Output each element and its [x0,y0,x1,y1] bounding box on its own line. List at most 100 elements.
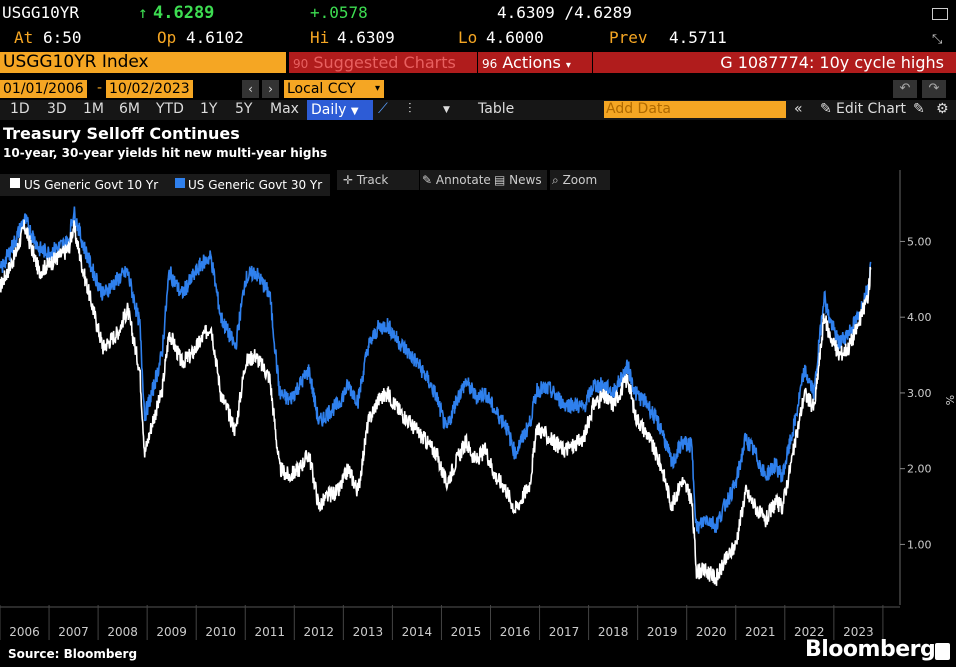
candlestick-icon[interactable]: ⫶ [408,101,412,117]
net-change: +.0578 [310,3,368,22]
period-1d[interactable]: 1D [10,101,30,117]
quote-row-1: USGG10YR ↑ 4.6289 +.0578 4.6309 /4.6289 [0,0,956,26]
date-range-row: 01/01/2006 - 10/02/2023 ‹ › Local CCY ▾ ↶… [0,78,956,100]
frequency-select[interactable]: Daily ▼ [307,100,373,120]
legend-item-10yr[interactable]: US Generic Govt 10 Yr [0,174,172,196]
period-5y[interactable]: 5Y [235,101,253,117]
currency-value: Local CCY [287,81,356,97]
x-tick-label: 2018 [598,625,629,639]
end-date-field[interactable]: 10/02/2023 [106,80,193,98]
x-tick-label: 2011 [254,625,285,639]
open-label: Op [157,28,177,47]
prev-value: 4.5711 [669,28,727,47]
bloomberg-logo: Bloomberg [805,637,936,662]
legend-label-30yr: US Generic Govt 30 Yr [188,178,323,192]
high-label: Hi [310,28,330,47]
chart-type-caret-icon[interactable]: ▼ [443,105,450,115]
pencil-icon: ✎ [820,101,832,117]
suggested-charts-button[interactable]: 90 Suggested Charts [289,52,477,73]
undo-icon[interactable]: ↶ [893,80,917,98]
gear-icon[interactable]: ⚙ [936,101,949,117]
suggested-charts-label: Suggested Charts [313,53,456,72]
annotate-label: Annotate [435,173,491,187]
period-1y[interactable]: 1Y [200,101,218,117]
period-max[interactable]: Max [270,101,299,117]
start-date-field[interactable]: 01/01/2006 [0,80,87,98]
actions-button[interactable]: 96 Actions ▾ [478,52,592,73]
line-chart-icon[interactable]: ⟋ [378,101,388,117]
collapse-icon[interactable]: « [794,101,803,117]
period-6m[interactable]: 6M [119,101,140,117]
ticker-label: USGG10YR [2,3,80,22]
x-tick-label: 2014 [402,625,433,639]
period-ytd[interactable]: YTD [156,101,184,117]
x-tick-label: 2013 [353,625,384,639]
high-value: 4.6309 [337,28,395,47]
security-bar: USGG10YR Index 90 Suggested Charts 96 Ac… [0,50,956,74]
edit-chart-button[interactable]: Edit Chart [836,101,907,117]
zoom-label: Zoom [562,173,598,187]
x-tick-label: 2020 [696,625,727,639]
legend-swatch-10yr [10,178,20,188]
frequency-caret-icon: ▼ [350,106,359,117]
news-button[interactable]: ▤ News [492,170,547,190]
table-button[interactable]: Table [478,101,515,117]
news-label: News [509,173,542,187]
chart-subtitle: 10-year, 30-year yields hit new multi-ye… [3,146,328,160]
x-tick-label: 2021 [745,625,776,639]
redo-icon[interactable]: ↷ [922,80,946,98]
last-price: 4.6289 [153,3,215,23]
at-label: At [14,28,34,47]
next-range-icon[interactable]: › [262,80,279,98]
series-line-30yr [0,206,872,534]
currency-select[interactable]: Local CCY ▾ [284,80,384,98]
news-icon: ▤ [494,173,506,187]
share-icon[interactable] [932,8,948,20]
prev-label: Prev [609,28,648,47]
security-field[interactable]: USGG10YR Index [0,52,286,73]
period-3d[interactable]: 3D [47,101,67,117]
track-button[interactable]: ✛ Track [337,170,419,190]
y-unit-label: % [943,395,956,405]
news-headline[interactable]: G 1087774: 10y cycle highs [593,52,956,73]
add-data-field[interactable]: Add Data [604,101,786,118]
x-tick-label: 2015 [451,625,482,639]
currency-caret-icon: ▾ [374,83,380,94]
x-tick-label: 2012 [304,625,335,639]
y-tick-label: 2.00 [907,463,932,476]
x-tick-label: 2006 [9,625,40,639]
open-value: 4.6102 [186,28,244,47]
x-tick-label: 2007 [58,625,89,639]
actions-number: 96 [482,57,498,71]
y-tick-label: 3.00 [907,387,932,400]
suggested-number: 90 [293,57,309,71]
period-1m[interactable]: 1M [83,101,104,117]
zoom-icon: ⌕ [552,173,559,187]
quote-row-2: At 6:50 Op 4.6102 Hi 4.6309 Lo 4.6000 Pr… [0,26,956,50]
legend-swatch-30yr [175,178,185,188]
annotate-icon: ✎ [422,173,433,187]
track-label: Track [356,173,389,187]
expand-icon[interactable]: ⤡ [932,32,943,47]
x-tick-label: 2009 [156,625,187,639]
crosshair-icon: ✛ [343,173,354,187]
y-tick-label: 4.00 [907,311,932,324]
x-tick-label: 2010 [205,625,236,639]
low-value: 4.6000 [486,28,544,47]
x-tick-label: 2008 [107,625,138,639]
edit-icon[interactable]: ✎ [913,101,925,117]
chart-toolbar: 1D 3D 1M 6M YTD 1Y 5Y Max Daily ▼ ⟋ ⫶ ▼ … [0,100,956,120]
chart-title: Treasury Selloff Continues [3,124,240,143]
low-label: Lo [458,28,478,47]
zoom-button[interactable]: ⌕ Zoom [550,170,610,190]
annotate-button[interactable]: ✎ Annotate [420,170,506,190]
legend-item-30yr[interactable]: US Generic Govt 30 Yr [172,174,330,196]
frequency-value: Daily [311,102,347,118]
bid-ask: 4.6309 /4.6289 [497,3,632,22]
series-line-10yr [0,219,872,586]
bloomberg-logo-icon [935,643,950,660]
x-tick-label: 2019 [647,625,678,639]
x-tick-label: 2017 [549,625,580,639]
prev-range-icon[interactable]: ‹ [242,80,259,98]
source-note: Source: Bloomberg [8,647,138,661]
